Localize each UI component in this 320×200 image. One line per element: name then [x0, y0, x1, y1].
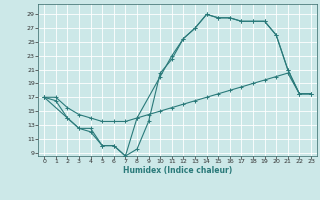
X-axis label: Humidex (Indice chaleur): Humidex (Indice chaleur) [123, 166, 232, 175]
